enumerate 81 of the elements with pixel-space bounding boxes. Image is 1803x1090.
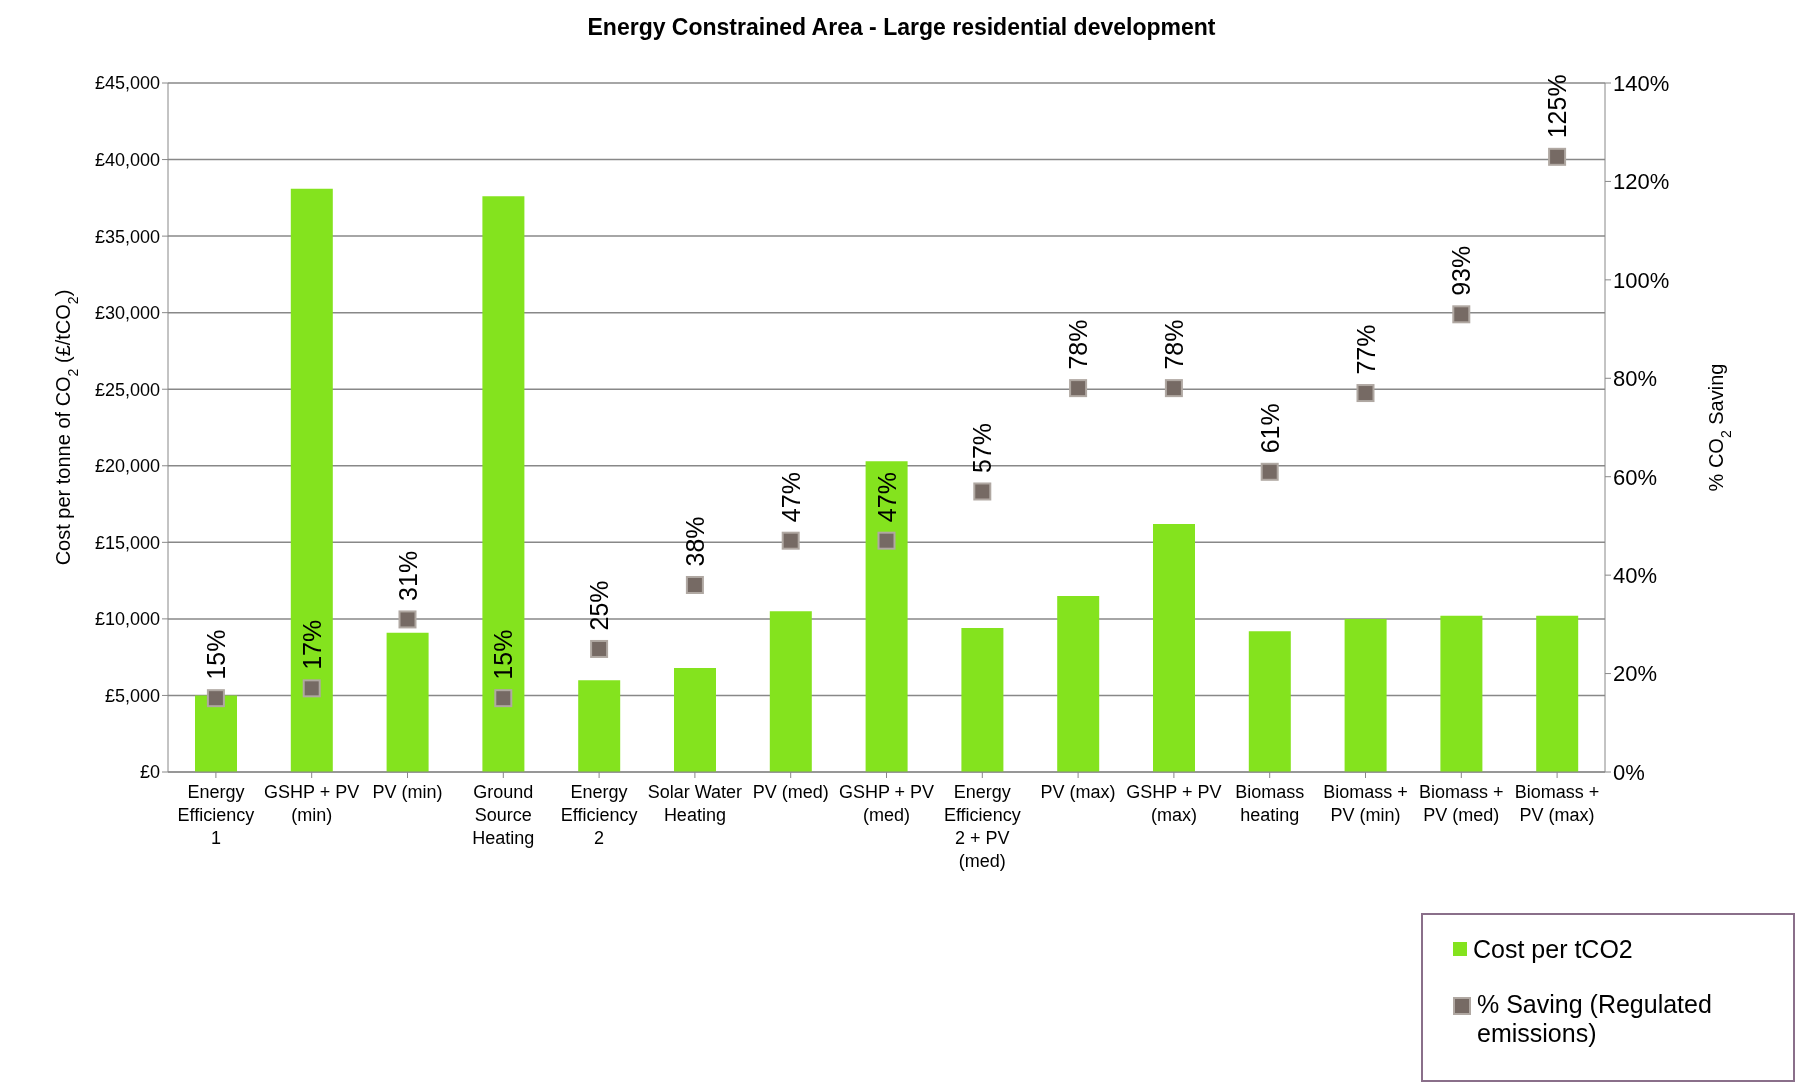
data-label: 15% [489, 629, 518, 680]
point [973, 482, 992, 501]
bar [386, 632, 429, 772]
y-tick-label: £30,000 [94, 303, 160, 324]
point [781, 531, 800, 550]
y-tick-label: £5,000 [104, 685, 160, 706]
y-tick-label: £20,000 [94, 456, 160, 477]
y-tick-label: £0 [139, 762, 160, 783]
data-label: 47% [776, 472, 805, 523]
y-tick-label: £40,000 [94, 149, 160, 170]
chart-title: Energy Constrained Area - Large residential development [586, 14, 1217, 41]
bar [961, 628, 1004, 772]
bar [865, 461, 908, 772]
point [1260, 462, 1279, 481]
x-tick-label: Biomass heating [1235, 782, 1305, 825]
data-label: 25% [585, 580, 614, 631]
x-tick-label: Energy Efficiency 1 [177, 782, 255, 848]
bar [1440, 615, 1483, 772]
bar [290, 188, 333, 772]
point [1164, 379, 1183, 398]
bar [482, 196, 525, 772]
y2-tick-label: 40% [1613, 562, 1658, 588]
bar [1153, 523, 1195, 772]
y-tick-label: £10,000 [94, 609, 160, 630]
x-tick-label: GSHP + PV (med) [838, 782, 935, 825]
bar [1344, 618, 1387, 772]
point [302, 679, 321, 698]
bar [769, 611, 812, 772]
x-tick-label: Biomass + PV (med) [1419, 782, 1504, 825]
data-label: 38% [680, 516, 709, 567]
data-label: 125% [1543, 74, 1572, 139]
data-label: 31% [393, 550, 422, 601]
y2-tick-label: 20% [1613, 661, 1658, 687]
x-tick-label: PV (min) [372, 782, 443, 802]
y2-tick-label: 60% [1613, 464, 1658, 490]
y-tick-label: £45,000 [94, 73, 160, 94]
bar [195, 695, 237, 772]
point [494, 689, 513, 708]
x-tick-label: Solar Water Heating [647, 782, 743, 825]
y-tick-label: £25,000 [94, 379, 160, 400]
x-tick-label: Ground Source Heating [472, 782, 535, 848]
x-tick-label: PV (max) [1040, 782, 1116, 802]
y-tick-label: £35,000 [94, 226, 160, 247]
y2-tick-label: 120% [1613, 169, 1670, 195]
x-tick-label: Biomass + PV (max) [1514, 782, 1600, 825]
point [206, 689, 225, 708]
y2-tick-label: 80% [1613, 366, 1658, 392]
x-tick-label: PV (med) [752, 782, 829, 802]
x-tick-label: Energy Efficiency 2 [560, 782, 638, 848]
legend-label: Cost per tCO2 [1473, 935, 1633, 964]
data-label: 47% [872, 472, 901, 523]
bar [1248, 631, 1291, 772]
data-label: 78% [1064, 319, 1093, 370]
point [877, 531, 896, 550]
data-label: 77% [1351, 324, 1380, 375]
data-label: 17% [297, 619, 326, 670]
y2-tick-label: 140% [1613, 70, 1670, 96]
point [398, 610, 417, 629]
point [685, 575, 704, 594]
data-label: 78% [1159, 319, 1188, 370]
point [1356, 384, 1375, 403]
x-tick-label: GSHP + PV (min) [264, 782, 360, 825]
y2-tick-label: 100% [1613, 267, 1670, 293]
data-label: 61% [1255, 403, 1284, 454]
bar [578, 680, 621, 772]
x-tick-label: Biomass + PV (min) [1323, 782, 1408, 825]
y-tick-label: £15,000 [94, 532, 160, 553]
point [1069, 379, 1088, 398]
legend-label: % Saving (Regulated emissions) [1477, 990, 1713, 1048]
x-tick-label: Energy Efficiency 2 + PV (med) [943, 782, 1021, 871]
bar [674, 667, 716, 772]
point [1548, 147, 1567, 166]
y2-tick-label: 0% [1613, 759, 1645, 785]
data-label: 15% [201, 629, 230, 680]
bar [1057, 595, 1100, 772]
data-label: 57% [968, 422, 997, 473]
bar [1536, 615, 1579, 772]
point [590, 639, 609, 658]
x-tick-label: GSHP + PV (max) [1126, 782, 1222, 825]
point [1452, 305, 1471, 324]
data-label: 93% [1447, 245, 1476, 296]
